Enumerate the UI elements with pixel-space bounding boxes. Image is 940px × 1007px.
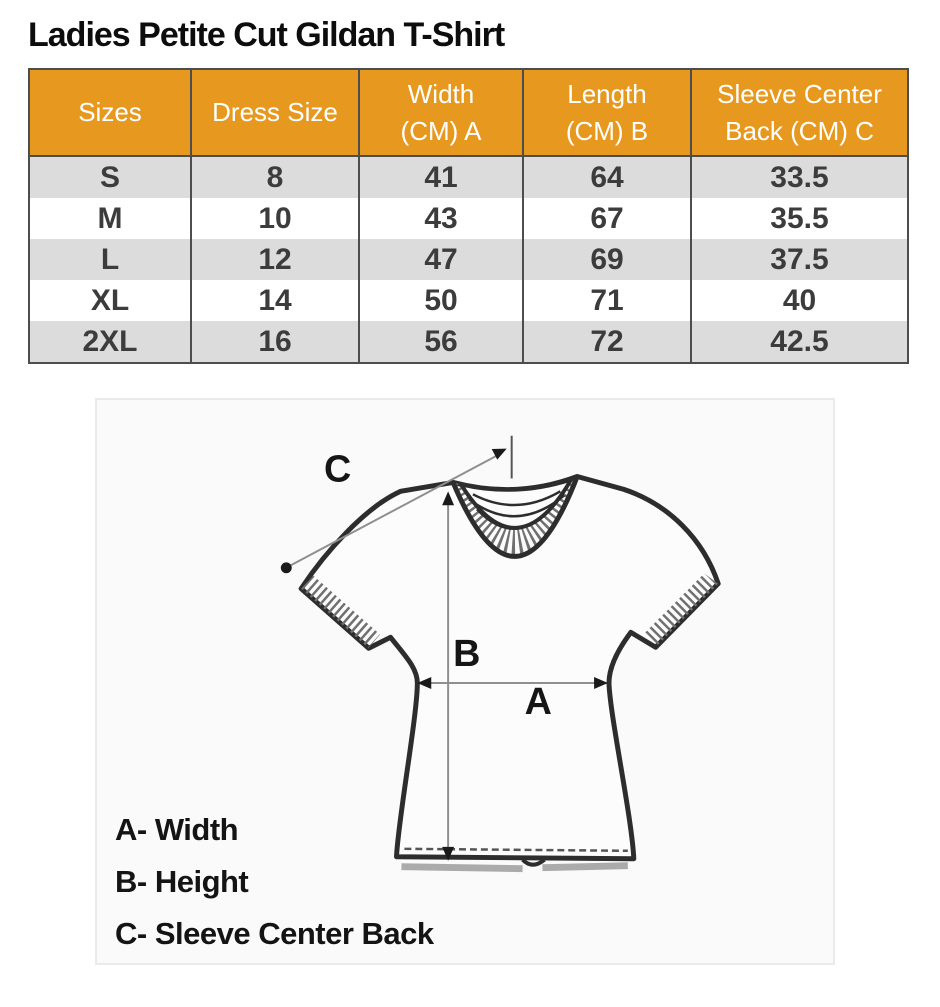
table-header: Sizes Dress Size Width (CM) A Length (CM…	[28, 69, 909, 157]
sleeve-cell: 40	[690, 280, 909, 321]
size-diagram: A B C A- Width B- Height C- Sleeve Cente…	[95, 398, 835, 965]
marker-b-label: B	[453, 632, 480, 674]
column-header-dress-size: Dress Size	[190, 69, 360, 157]
dress-size-cell: 14	[190, 280, 360, 321]
table-row-s: S 8 41 64 33.5	[28, 156, 909, 198]
length-cell: 72	[522, 321, 692, 363]
size-cell: M	[28, 198, 192, 239]
table-row-2xl: 2XL 16 56 72 42.5	[28, 321, 909, 363]
length-cell: 69	[522, 239, 692, 280]
size-cell: S	[28, 156, 192, 198]
size-chart-table: Sizes Dress Size Width (CM) A Length (CM…	[28, 68, 909, 364]
column-header-sizes: Sizes	[28, 69, 192, 157]
legend-item-height: B- Height	[115, 864, 249, 899]
legend-item-sleeve: C- Sleeve Center Back	[115, 916, 434, 951]
width-cell: 41	[358, 156, 524, 198]
measure-c-arrow	[280, 435, 513, 574]
length-cell: 71	[522, 280, 692, 321]
width-cell: 47	[358, 239, 524, 280]
measure-b-arrow	[442, 491, 455, 861]
marker-c-label: C	[324, 447, 351, 489]
diagram-legend: A- Width B- Height C- Sleeve Center Back	[115, 804, 434, 960]
page-title: Ladies Petite Cut Gildan T-Shirt	[28, 16, 505, 54]
sleeve-cell: 42.5	[690, 321, 909, 363]
measure-a-arrow	[417, 677, 608, 689]
column-header-sleeve: Sleeve Center Back (CM) C	[690, 69, 909, 157]
column-header-width: Width (CM) A	[358, 69, 524, 157]
sleeve-cell: 33.5	[690, 156, 909, 198]
header-row: Sizes Dress Size Width (CM) A Length (CM…	[28, 69, 909, 157]
tshirt-diagram-svg: A B C	[280, 435, 721, 873]
size-cell: 2XL	[28, 321, 192, 363]
dress-size-cell: 10	[190, 198, 360, 239]
column-header-length: Length (CM) B	[522, 69, 692, 157]
dress-size-cell: 8	[190, 156, 360, 198]
table-row-l: L 12 47 69 37.5	[28, 239, 909, 280]
table-row-m: M 10 43 67 35.5	[28, 198, 909, 239]
tshirt-outline	[298, 473, 721, 862]
marker-a-label: A	[525, 680, 552, 722]
width-cell: 56	[358, 321, 524, 363]
sleeve-cell: 37.5	[690, 239, 909, 280]
right-cuff	[643, 572, 719, 648]
table-body: S 8 41 64 33.5 M 10 43 67 35.5 L 12 47 6…	[28, 156, 909, 363]
table-row-xl: XL 14 50 71 40	[28, 280, 909, 321]
size-cell: L	[28, 239, 192, 280]
width-cell: 50	[358, 280, 524, 321]
size-cell: XL	[28, 280, 192, 321]
dress-size-cell: 16	[190, 321, 360, 363]
hem	[401, 847, 628, 873]
length-cell: 64	[522, 156, 692, 198]
length-cell: 67	[522, 198, 692, 239]
sleeve-cell: 35.5	[690, 198, 909, 239]
dress-size-cell: 12	[190, 239, 360, 280]
legend-item-width: A- Width	[115, 812, 239, 847]
collar	[450, 475, 580, 559]
width-cell: 43	[358, 198, 524, 239]
